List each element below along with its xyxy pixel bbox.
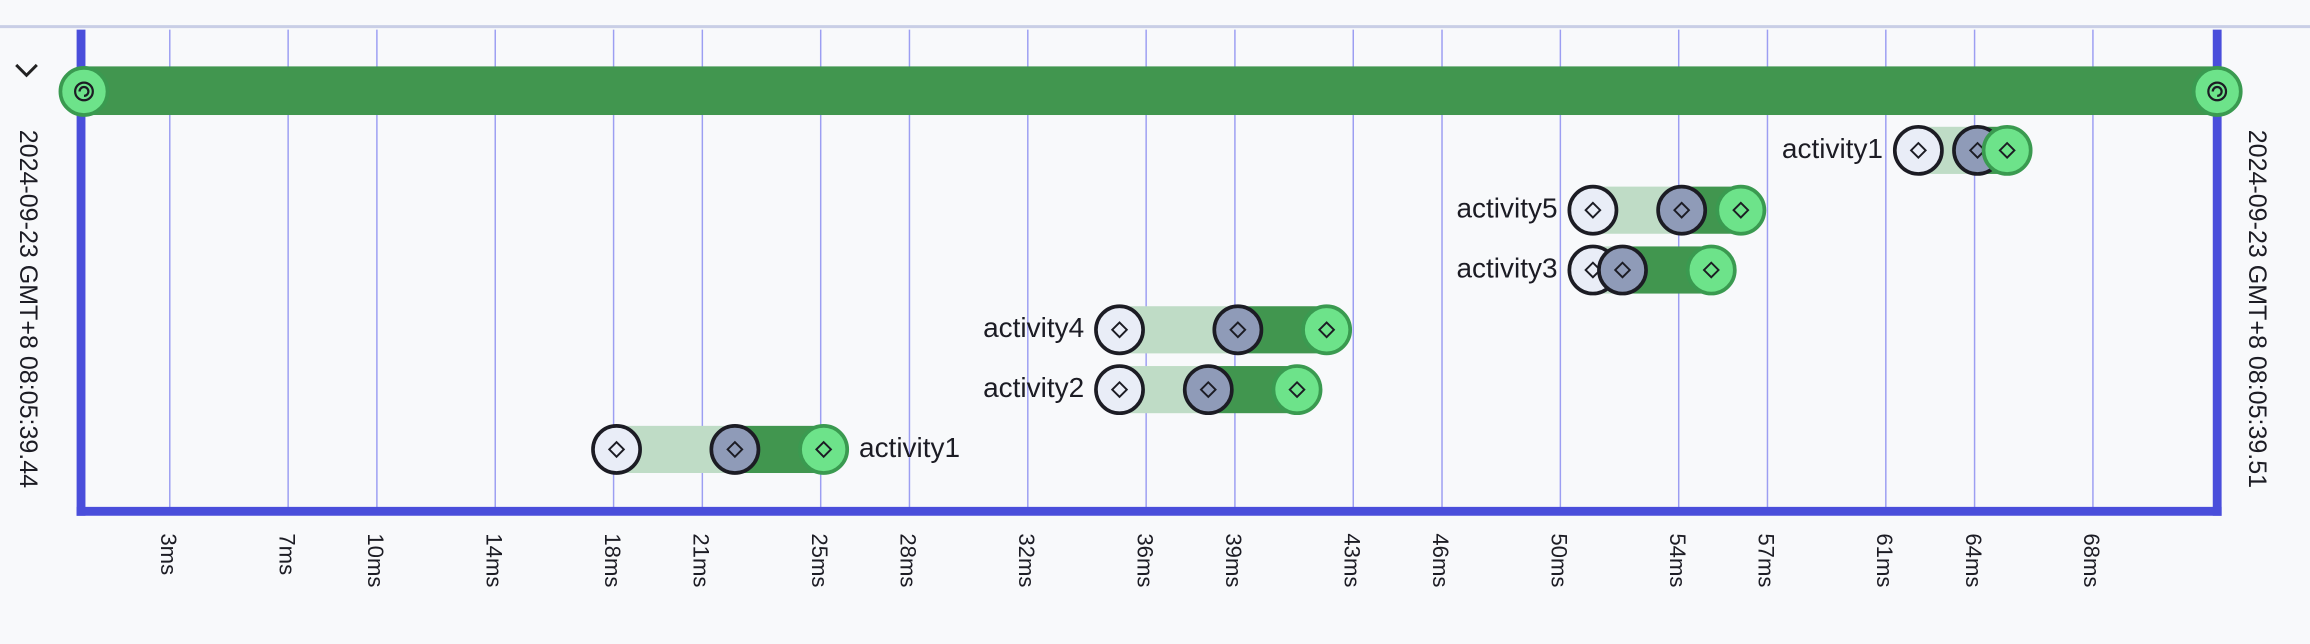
end-marker — [1301, 304, 1353, 356]
x-tick-label: 14ms — [481, 533, 506, 587]
diamond-icon — [1732, 201, 1750, 219]
activity-label: activity3 — [1456, 252, 1557, 283]
x-tick-label: 36ms — [1132, 533, 1157, 587]
start-marker — [1567, 184, 1619, 236]
endpoint-icon — [2211, 85, 2223, 97]
x-tick-label: 25ms — [807, 533, 832, 587]
x-tick-label: 57ms — [1754, 533, 1779, 587]
diamond-icon — [1110, 380, 1129, 399]
end-marker — [798, 424, 850, 475]
x-tick-label: 32ms — [1014, 533, 1039, 587]
endpoint-circle — [2191, 66, 2243, 117]
diamond-icon — [1110, 321, 1129, 339]
root-endpoint[interactable] — [58, 66, 110, 117]
diamond-icon — [1584, 261, 1602, 279]
mid-marker — [1182, 364, 1234, 416]
mid-marker — [1597, 244, 1648, 296]
end-marker — [1981, 124, 2033, 176]
endpoint-icon — [74, 81, 94, 102]
x-tick-label: 46ms — [1428, 533, 1453, 587]
diamond-icon — [1584, 201, 1602, 219]
root-span — [81, 66, 2218, 116]
endpoint-circle — [58, 66, 110, 117]
diamond-icon — [726, 440, 744, 459]
endpoint-icon — [78, 85, 90, 97]
root-endpoint[interactable] — [2191, 66, 2243, 117]
diamond-icon — [1673, 201, 1691, 219]
diamond-icon — [1229, 321, 1247, 339]
activity-row[interactable]: activity1 — [591, 424, 960, 475]
x-tick-label: 50ms — [1547, 533, 1572, 587]
mid-marker — [709, 424, 761, 475]
activity-row[interactable]: activity4 — [983, 304, 1353, 356]
x-tick-label: 18ms — [600, 533, 625, 587]
end-marker — [1685, 244, 1737, 296]
collapse-chevron[interactable] — [15, 63, 38, 78]
x-tick-label: 54ms — [1665, 533, 1690, 587]
end-marker — [1271, 364, 1323, 416]
x-tick-label: 28ms — [896, 533, 921, 587]
x-tick-label: 7ms — [274, 533, 299, 575]
x-tick-label: 43ms — [1339, 533, 1364, 587]
diamond-icon — [1613, 261, 1632, 279]
end-marker — [1715, 184, 1767, 236]
activity-label: activity4 — [983, 312, 1084, 343]
activity-label: activity1 — [859, 432, 960, 463]
activity-label: activity2 — [983, 372, 1084, 403]
start-marker — [591, 424, 642, 475]
x-tick-label: 3ms — [156, 533, 181, 575]
diamond-icon — [1702, 261, 1720, 279]
start-marker — [1094, 304, 1145, 356]
x-tick-label: 21ms — [689, 533, 714, 587]
diamond-icon — [1909, 141, 1928, 160]
diamond-icon — [815, 440, 833, 459]
diamond-icon — [1317, 321, 1336, 339]
diamond-icon — [1288, 380, 1306, 399]
diamond-icon — [1968, 141, 1987, 160]
frame — [58, 29, 2243, 516]
activity-row[interactable]: activity5 — [1456, 184, 1767, 236]
mid-marker — [1212, 304, 1264, 356]
end-time-label: 2024-09-23 GMT+8 08:05:39.51 — [2243, 130, 2271, 488]
x-tick-label: 39ms — [1221, 533, 1246, 587]
x-tick-label: 64ms — [1961, 533, 1986, 587]
start-marker — [1094, 364, 1145, 416]
diamond-icon — [1199, 380, 1217, 399]
endpoint-icon — [2207, 81, 2228, 102]
diamond-icon — [607, 440, 626, 459]
x-tick-label: 68ms — [2079, 533, 2104, 587]
activity-label: activity5 — [1456, 193, 1557, 224]
start-time-label: 2024-09-23 GMT+8 08:05:39.44 — [14, 130, 42, 488]
x-tick-label: 61ms — [1872, 533, 1897, 587]
mid-marker — [1656, 184, 1708, 236]
activity-label: activity1 — [1782, 133, 1883, 164]
activity-rows: activity1 activity5 activity3 activity4 acti… — [591, 124, 2033, 475]
activity-row[interactable]: activity1 — [1782, 124, 2033, 176]
activity-row[interactable]: activity2 — [983, 364, 1323, 416]
x-tick-label: 10ms — [363, 533, 388, 587]
start-marker — [1892, 124, 1944, 176]
diamond-icon — [1998, 141, 2016, 160]
activity-row[interactable]: activity3 — [1456, 244, 1737, 296]
